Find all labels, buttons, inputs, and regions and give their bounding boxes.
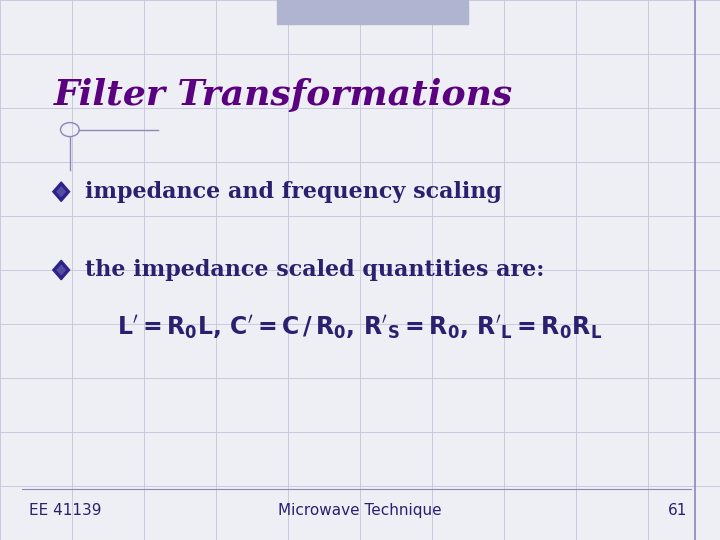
Polygon shape: [57, 265, 66, 275]
Text: $\mathbf{L' = R_0L,\, C' = C\,/\,R_0,\, R'_S = R_0,\, R'_L = R_0R_L}$: $\mathbf{L' = R_0L,\, C' = C\,/\,R_0,\, …: [117, 313, 603, 341]
Text: 61: 61: [668, 503, 688, 518]
Text: EE 41139: EE 41139: [29, 503, 102, 518]
Text: Microwave Technique: Microwave Technique: [278, 503, 442, 518]
FancyBboxPatch shape: [277, 0, 468, 24]
Text: impedance and frequency scaling: impedance and frequency scaling: [85, 181, 502, 202]
Text: Filter Transformations: Filter Transformations: [54, 78, 513, 112]
Polygon shape: [53, 260, 70, 280]
Text: the impedance scaled quantities are:: the impedance scaled quantities are:: [85, 259, 544, 281]
Polygon shape: [53, 182, 70, 201]
Polygon shape: [57, 187, 66, 197]
